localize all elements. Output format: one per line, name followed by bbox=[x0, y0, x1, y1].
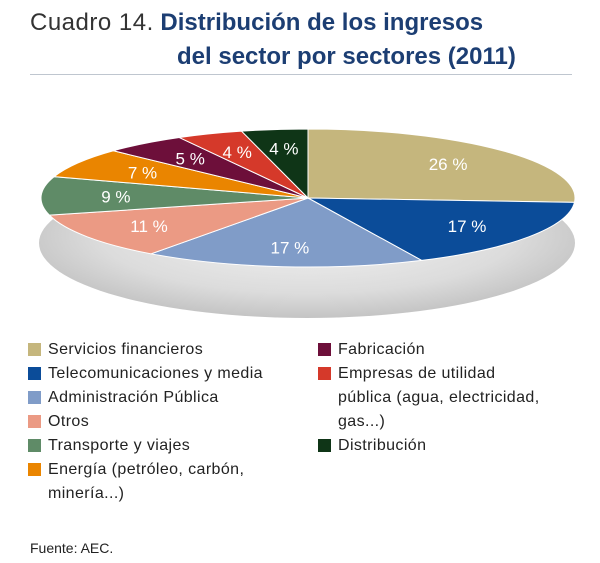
slice-value-label: 26 % bbox=[429, 155, 468, 174]
legend-swatch bbox=[28, 367, 41, 380]
chart-title: Cuadro 14. Distribución de los ingresos … bbox=[30, 6, 590, 74]
legend-label: Administración Pública bbox=[48, 386, 219, 410]
legend-item-energia-petroleo-carbon-mineria: Energía (petróleo, carbón, minería...) bbox=[28, 458, 318, 506]
title-main-line-1: Distribución de los ingresos bbox=[160, 9, 484, 36]
legend-swatch bbox=[28, 343, 41, 356]
pie-slice-administracion-publica bbox=[149, 197, 424, 268]
legend-item-fabricacion: Fabricación bbox=[318, 338, 590, 362]
legend-swatch bbox=[28, 463, 41, 476]
pie-slice-distribucion bbox=[240, 128, 309, 200]
legend-label: Servicios financieros bbox=[48, 338, 203, 362]
legend-right-column: Fabricación Empresas de utilidad pública (… bbox=[318, 338, 590, 458]
legend-swatch bbox=[318, 367, 331, 380]
legend-label-line: gas...) bbox=[338, 413, 386, 430]
legend-label: Fabricación bbox=[338, 338, 425, 362]
legend-label-line: Otros bbox=[48, 413, 90, 430]
slice-value-label: 4 % bbox=[223, 143, 252, 162]
title-prefix: Cuadro 14. bbox=[30, 9, 154, 36]
pie-slice-otros bbox=[48, 197, 309, 255]
legend-label-line: Servicios financieros bbox=[48, 341, 204, 358]
title-line-1: Cuadro 14. Distribución de los ingresos bbox=[30, 6, 590, 40]
legend-item-telecomunicaciones-y-media: Telecomunicaciones y media bbox=[28, 362, 318, 386]
legend-swatch bbox=[318, 343, 331, 356]
legend-item-empresas-de-utilidad-publica-agua-electricidad-gas: Empresas de utilidad pública (agua, elect… bbox=[318, 362, 590, 434]
legend-swatch bbox=[28, 439, 41, 452]
title-divider bbox=[30, 74, 572, 75]
legend-label-line: Fabricación bbox=[338, 341, 426, 358]
legend-swatch bbox=[28, 391, 41, 404]
legend-item-distribucion: Distribución bbox=[318, 434, 590, 458]
legend-item-transporte-y-viajes: Transporte y viajes bbox=[28, 434, 318, 458]
source-note: Fuente: AEC. bbox=[30, 540, 114, 556]
slice-value-label: 9 % bbox=[101, 187, 130, 206]
title-line-2: del sector por sectores (2011) bbox=[30, 40, 590, 74]
pie-chart: 26 % 17 % 17 % 11 %9 % 7 % 5 % 4 % 4 % bbox=[39, 128, 576, 318]
slice-value-label: 11 % bbox=[130, 217, 168, 236]
slice-value-label: 17 % bbox=[271, 239, 310, 258]
legend-label-line: Transporte y viajes bbox=[48, 437, 191, 454]
legend-label-line: minería...) bbox=[48, 485, 125, 502]
legend-label: Empresas de utilidad pública (agua, elect… bbox=[338, 362, 540, 434]
legend-item-otros: Otros bbox=[28, 410, 318, 434]
pie-slice-transporte-y-viajes bbox=[40, 176, 309, 216]
slice-value-label: 4 % bbox=[269, 140, 298, 159]
legend-swatch bbox=[318, 439, 331, 452]
slice-value-label: 7 % bbox=[128, 164, 157, 183]
legend-label-line: Empresas de utilidad bbox=[338, 365, 496, 382]
pie-slice-telecomunicaciones-y-media bbox=[307, 197, 576, 261]
pie-slice-servicios-financieros bbox=[307, 128, 576, 203]
legend-label-line: Distribución bbox=[338, 437, 427, 454]
legend-label: Otros bbox=[48, 410, 89, 434]
legend-label: Telecomunicaciones y media bbox=[48, 362, 263, 386]
legend-label-line: Administración Pública bbox=[48, 389, 219, 406]
legend-item-administracion-publica: Administración Pública bbox=[28, 386, 318, 410]
legend-left-column: Servicios financieros Telecomunicaciones … bbox=[28, 338, 318, 506]
title-main-line-2: del sector por sectores (2011) bbox=[177, 43, 516, 70]
legend-swatch bbox=[28, 415, 41, 428]
legend-label: Distribución bbox=[338, 434, 426, 458]
legend-label: Energía (petróleo, carbón, minería...) bbox=[48, 458, 244, 506]
legend-item-servicios-financieros: Servicios financieros bbox=[28, 338, 318, 362]
slice-value-label: 5 % bbox=[176, 150, 205, 169]
legend-label-line: Energía (petróleo, carbón, bbox=[48, 461, 245, 478]
pie-slice-energia-petroleo-carbon-mineria bbox=[52, 150, 309, 199]
legend-label-line: Telecomunicaciones y media bbox=[48, 365, 263, 382]
legend-label: Transporte y viajes bbox=[48, 434, 190, 458]
legend-label-line: pública (agua, electricidad, bbox=[338, 389, 540, 406]
slice-value-label: 17 % bbox=[448, 217, 487, 236]
